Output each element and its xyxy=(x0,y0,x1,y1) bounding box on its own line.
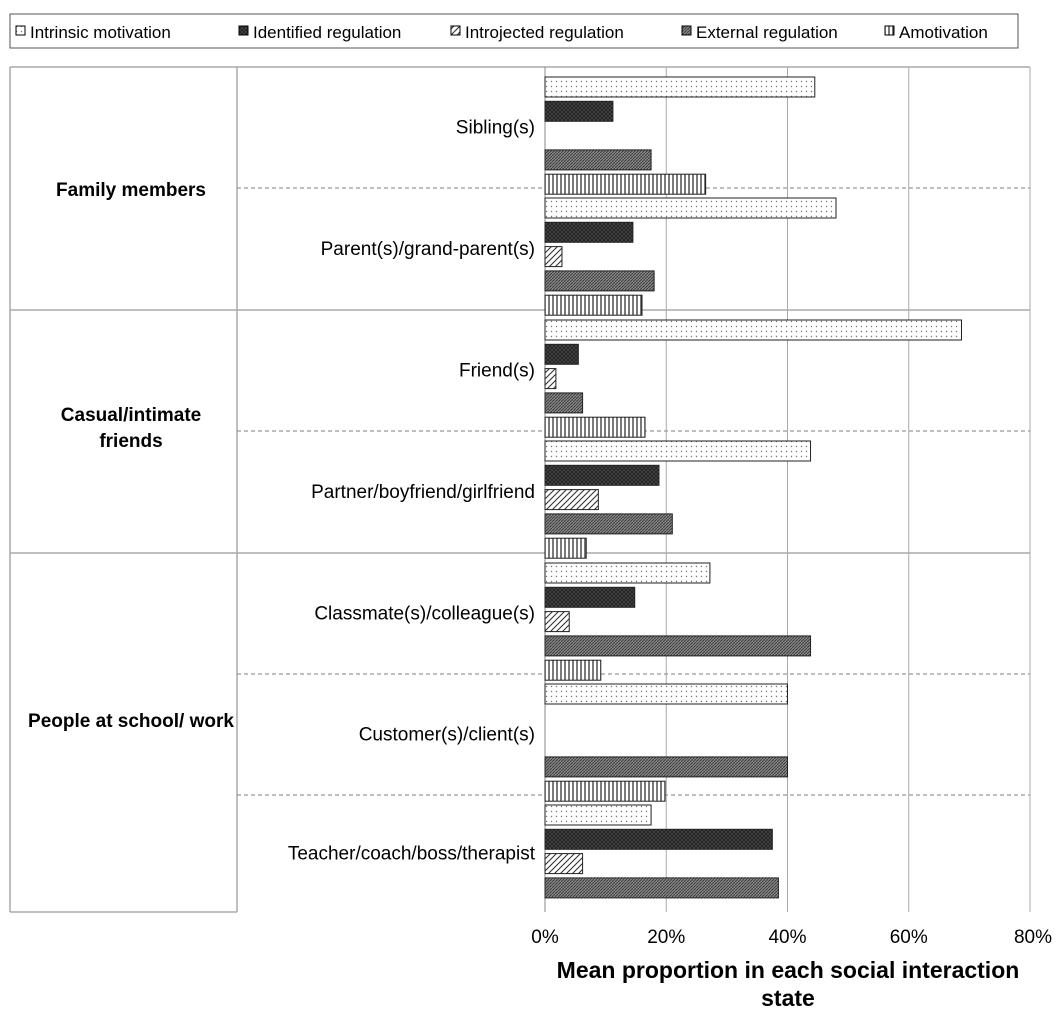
bar-friend-s-intrinsic-motivation xyxy=(544,319,962,341)
category-label-teacher-coach-boss-therapist: Teacher/coach/boss/therapist xyxy=(288,844,536,865)
category-label-parent-s-grand-parent-s: Parent(s)/grand-parent(s) xyxy=(321,239,535,260)
legend-swatch-identified-regulation xyxy=(238,25,249,36)
category-label-partner-boyfriend-girlfriend: Partner/boyfriend/girlfriend xyxy=(311,482,535,503)
bar-customer-s-client-s-external-regulation xyxy=(544,756,788,778)
legend-swatch-external-regulation xyxy=(681,25,692,36)
bar-teacher-coach-boss-therapist-external-regulation xyxy=(544,877,779,899)
x-tick-label: 80% xyxy=(1014,927,1052,948)
bar-sibling-s-intrinsic-motivation xyxy=(544,76,816,98)
category-label-friend-s: Friend(s) xyxy=(459,361,535,382)
separators xyxy=(10,187,1030,796)
bar-parent-s-grand-parent-s-identified-regulation xyxy=(544,221,634,243)
bar-sibling-s-amotivation xyxy=(544,173,707,195)
bar-partner-boyfriend-girlfriend-external-regulation xyxy=(544,513,673,535)
legend-label-intrinsic-motivation: Intrinsic motivation xyxy=(30,23,171,42)
bar-classmate-s-colleague-s-introjected-regulation xyxy=(544,611,570,633)
x-axis-title-line1: Mean proportion in each social interacti… xyxy=(557,957,1020,983)
legend-label-external-regulation: External regulation xyxy=(696,23,838,42)
x-tick-label: 0% xyxy=(531,927,559,948)
category-label-sibling-s: Sibling(s) xyxy=(456,118,535,139)
bar-parent-s-grand-parent-s-amotivation xyxy=(544,294,643,316)
legend-swatch-introjected-regulation xyxy=(450,25,461,36)
legend-box xyxy=(9,13,1019,49)
bar-friend-s-amotivation xyxy=(544,416,646,438)
bar-classmate-s-colleague-s-identified-regulation xyxy=(544,586,636,608)
legend-swatch-intrinsic-motivation xyxy=(15,25,26,36)
bar-teacher-coach-boss-therapist-intrinsic-motivation xyxy=(544,804,652,826)
group-label-casual-intimate-friends-line1: Casual/intimate xyxy=(61,405,201,426)
x-tick-label: 20% xyxy=(647,927,685,948)
bar-customer-s-client-s-amotivation xyxy=(544,780,666,802)
legend-label-identified-regulation: Identified regulation xyxy=(253,23,401,42)
bar-friend-s-external-regulation xyxy=(544,392,584,414)
bar-parent-s-grand-parent-s-introjected-regulation xyxy=(544,246,563,268)
bar-sibling-s-identified-regulation xyxy=(544,100,614,122)
legend-swatch-amotivation xyxy=(884,25,895,36)
legend-label-amotivation: Amotivation xyxy=(899,23,988,42)
bar-customer-s-client-s-intrinsic-motivation xyxy=(544,683,788,705)
x-axis-ticks: 0% 20% 40% 60% 80% xyxy=(531,927,1052,948)
bar-parent-s-grand-parent-s-external-regulation xyxy=(544,270,655,292)
category-label-customer-s-client-s: Customer(s)/client(s) xyxy=(359,725,535,746)
bar-parent-s-grand-parent-s-intrinsic-motivation xyxy=(544,197,837,219)
group-label-family-members-line1: Family members xyxy=(56,180,206,201)
x-tick-label: 40% xyxy=(768,927,806,948)
group-label-casual-intimate-friends-line2: friends xyxy=(99,431,162,452)
bar-teacher-coach-boss-therapist-identified-regulation xyxy=(544,828,773,850)
group-label-people-at-school-work-line1: People at school/ work xyxy=(28,711,234,732)
labels: Sibling(s) Parent(s)/grand-parent(s) Frien… xyxy=(28,118,536,865)
legend-label-introjected-regulation: Introjected regulation xyxy=(465,23,624,42)
bars xyxy=(544,76,962,899)
bar-partner-boyfriend-girlfriend-amotivation xyxy=(544,537,587,559)
bar-partner-boyfriend-girlfriend-introjected-regulation xyxy=(544,489,599,511)
legend: Intrinsic motivation Identified regulatio… xyxy=(15,23,988,42)
x-axis-title-line2: state xyxy=(761,985,815,1011)
bar-friend-s-introjected-regulation xyxy=(544,368,557,390)
bar-sibling-s-external-regulation xyxy=(544,149,652,171)
table-frame xyxy=(9,66,1030,913)
x-tick-label: 60% xyxy=(890,927,928,948)
bar-friend-s-identified-regulation xyxy=(544,343,579,365)
bar-partner-boyfriend-girlfriend-intrinsic-motivation xyxy=(544,440,812,462)
category-label-classmate-s-colleague-s: Classmate(s)/colleague(s) xyxy=(314,604,535,625)
bar-partner-boyfriend-girlfriend-identified-regulation xyxy=(544,464,660,486)
bar-classmate-s-colleague-s-external-regulation xyxy=(544,635,812,657)
bar-classmate-s-colleague-s-intrinsic-motivation xyxy=(544,562,711,584)
bar-teacher-coach-boss-therapist-introjected-regulation xyxy=(544,853,584,875)
bar-classmate-s-colleague-s-amotivation xyxy=(544,659,602,681)
